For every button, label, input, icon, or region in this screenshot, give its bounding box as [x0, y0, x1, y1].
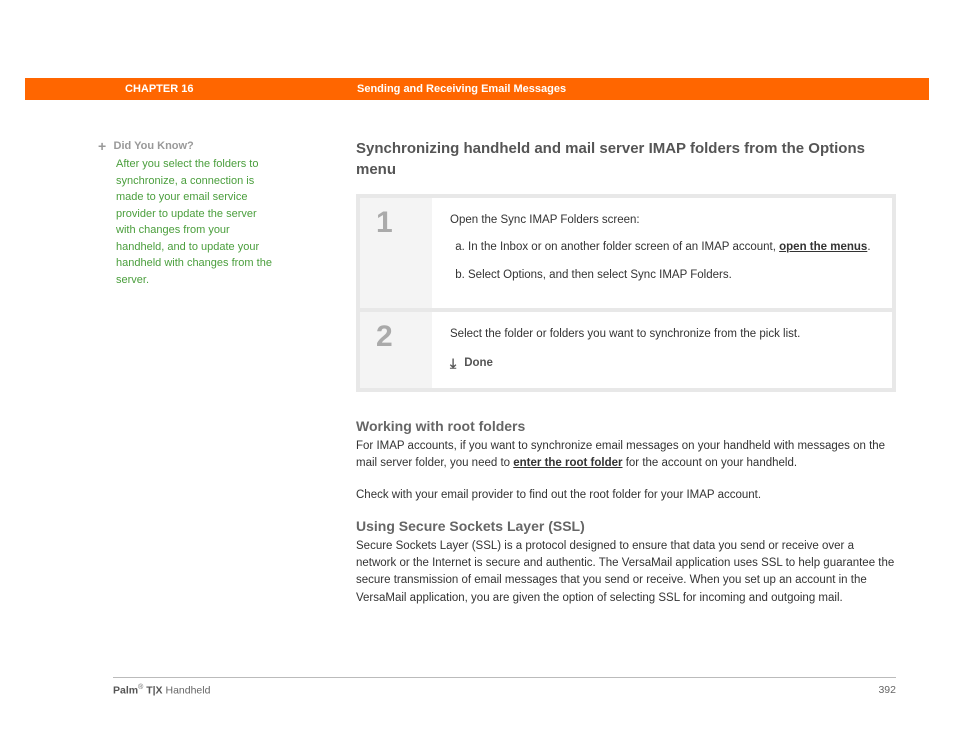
footer-rest: Handheld	[163, 684, 211, 696]
step-row: 1 Open the Sync IMAP Folders screen: In …	[360, 198, 892, 308]
step-text: Select the folder or folders you want to…	[450, 326, 874, 343]
did-you-know-label: Did You Know?	[114, 140, 194, 152]
main-content: Synchronizing handheld and mail server I…	[356, 138, 896, 621]
step-sub-a-suffix: .	[867, 241, 870, 253]
page-number: 392	[878, 684, 896, 697]
step-content: Open the Sync IMAP Folders screen: In th…	[432, 198, 892, 308]
chapter-header: CHAPTER 16 Sending and Receiving Email M…	[25, 78, 929, 100]
footer-sep: T|X	[143, 684, 162, 696]
section-title: Synchronizing handheld and mail server I…	[356, 138, 896, 180]
plus-icon: +	[98, 138, 106, 154]
steps-container: 1 Open the Sync IMAP Folders screen: In …	[356, 194, 896, 392]
did-you-know-text: After you select the folders to synchron…	[98, 156, 273, 288]
footer-bold: Palm	[113, 684, 138, 696]
done-arrow-icon: ⤓	[450, 353, 456, 374]
sidebar-tip: + Did You Know? After you select the fol…	[98, 138, 298, 288]
p1-suffix: for the account on your handheld.	[623, 457, 798, 469]
done-row: ⤓ Done	[450, 353, 874, 374]
step-intro: Open the Sync IMAP Folders screen:	[450, 212, 874, 229]
enter-root-folder-link[interactable]: enter the root folder	[513, 457, 622, 469]
step-content: Select the folder or folders you want to…	[432, 312, 892, 388]
footer-product: Palm® T|X Handheld	[113, 684, 210, 697]
body-paragraph: For IMAP accounts, if you want to synchr…	[356, 438, 896, 473]
step-number: 2	[376, 322, 432, 352]
page-footer: Palm® T|X Handheld 392	[113, 677, 896, 697]
step-sub-b: Select Options, and then select Sync IMA…	[468, 267, 874, 284]
open-menus-link[interactable]: open the menus	[779, 241, 867, 253]
chapter-title: Sending and Receiving Email Messages	[357, 83, 566, 95]
done-label: Done	[464, 355, 493, 372]
step-sub-a-prefix: In the Inbox or on another folder screen…	[468, 241, 779, 253]
step-number-cell: 2	[360, 312, 432, 388]
step-number: 1	[376, 208, 432, 238]
step-row: 2 Select the folder or folders you want …	[360, 312, 892, 388]
body-paragraph: Secure Sockets Layer (SSL) is a protocol…	[356, 538, 896, 607]
body-paragraph: Check with your email provider to find o…	[356, 487, 896, 504]
subsection-title: Working with root folders	[356, 418, 896, 434]
step-number-cell: 1	[360, 198, 432, 308]
step-sub-a: In the Inbox or on another folder screen…	[468, 239, 874, 256]
chapter-label: CHAPTER 16	[125, 83, 193, 95]
subsection-title: Using Secure Sockets Layer (SSL)	[356, 518, 896, 534]
